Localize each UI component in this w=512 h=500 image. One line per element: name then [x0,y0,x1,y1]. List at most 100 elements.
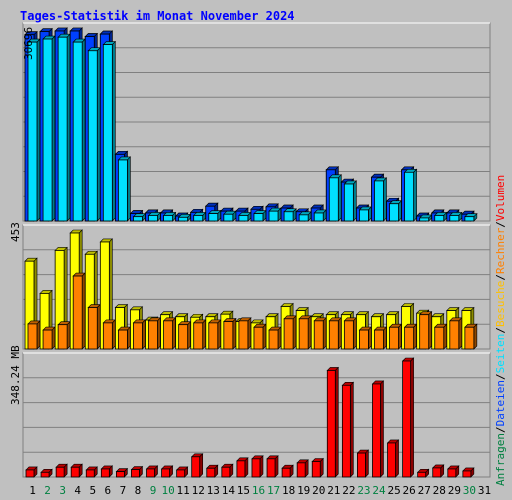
bar-seiten-side [383,177,387,222]
right-axis-legend: Anfragen/Dateien/Seiten/Besuche/Rechner/… [494,175,507,486]
bar-volumen-side [380,380,384,478]
bar-besuche [238,320,249,350]
x-tick-label: 23 [357,484,370,497]
bar-besuche [464,326,475,350]
bar-seiten [57,36,68,222]
bar-volumen-side [304,459,309,478]
x-tick-label: 26 [403,484,416,497]
pages-visits-panel [22,224,491,350]
bar-volumen-side [334,366,339,478]
bar-volumen [341,384,351,478]
bar-besuche-side [81,272,86,350]
bar-seiten [193,215,204,222]
legend-entry: / [494,426,507,433]
bar-seiten [328,177,339,222]
x-tick-label: 17 [267,484,280,497]
bar-seiten [27,41,38,222]
legend-entry: / [494,221,507,228]
bar-besuche [404,326,415,350]
x-tick-label: 20 [312,484,325,497]
x-tick-label: 8 [135,484,142,497]
bar-besuche-side [353,317,357,350]
bar-volumen [131,469,140,478]
bar-seiten [343,183,354,222]
bar-besuche-side [202,319,207,350]
x-tick-label: 25 [387,484,400,497]
bar-seiten-side [51,35,56,222]
x-axis-day-labels: 1 2 3 4 5 6 7 8 9 10 11 12 13 14 15 16 17 18 19 20 21 22 23 24 2… [29,484,491,497]
legend-entry: Rechner [494,227,507,274]
x-tick-label: 22 [342,484,355,497]
bar-volumen-side [410,357,414,478]
x-tick-label: 1 [29,484,36,497]
x-tick-label: 30 [463,484,476,497]
bar-besuche-side [217,319,222,350]
bar-seiten [87,50,98,222]
bar-volumen [85,469,95,478]
bar-volumen [55,466,65,478]
bar-seiten-side [66,33,71,222]
bar-besuche [434,326,445,350]
bar-volumen [191,456,201,478]
bar-seiten [359,209,369,222]
bar-seiten [178,216,189,222]
bar-volumen [266,458,276,478]
bar-volumen [281,467,291,478]
bar-besuche-side [127,326,131,350]
bar-besuche [268,329,279,350]
legend-entry: / [494,274,507,281]
bar-seiten [434,215,445,222]
bar-besuche-side [398,323,402,350]
bar-besuche [449,320,460,350]
bar-besuche [27,323,38,350]
middle-y-max-label: 453 [9,222,22,242]
bar-besuche [283,318,294,350]
bar-seiten [449,215,460,222]
bar-besuche [57,324,68,350]
bar-besuche-side [66,320,71,350]
x-tick-label: 7 [120,484,127,497]
bar-besuche-side [322,317,327,350]
bar-seiten-side [413,168,417,222]
bar-seiten [313,212,324,222]
bar-besuche-side [172,317,176,350]
bar-besuche-side [277,326,282,350]
bar-volumen-side [274,455,279,478]
bar-besuche [328,320,339,350]
x-tick-label: 27 [418,484,431,497]
x-tick-label: 10 [161,484,174,497]
x-tick-label: 19 [297,484,310,497]
bar-seiten-side [96,47,101,222]
bar-besuche-side [262,323,267,350]
bar-besuche-side [428,310,432,350]
bar-besuche-side [142,319,146,350]
bar-volumen [70,466,80,478]
bar-seiten [253,213,264,222]
bar-besuche-side [383,326,387,350]
bar-volumen [25,469,35,478]
x-tick-label: 24 [372,484,386,497]
bar-volumen [206,467,216,478]
bar-besuche-side [413,323,417,350]
x-tick-label: 14 [222,484,236,497]
bar-volumen [161,468,170,478]
bar-besuche [208,322,219,350]
bar-besuche-side [368,326,372,350]
bar-seiten [404,171,415,222]
bar-volumen-side [244,457,249,478]
bar-volumen [251,458,261,478]
bar-besuche [389,326,399,350]
bar-besuche [72,275,83,350]
bar-besuche [42,329,53,350]
bar-besuche [253,326,264,350]
bar-volumen [357,452,366,478]
bar-seiten [268,210,279,222]
bar-besuche-side [36,320,41,350]
bar-volumen [326,370,336,478]
chart-title: Tages-Statistik im Monat November 2024 [20,9,295,23]
bar-seiten [133,216,143,222]
x-tick-label: 18 [282,484,295,497]
bar-besuche-side [292,315,297,350]
volume-panel [22,352,491,478]
x-tick-label: 6 [105,484,112,497]
